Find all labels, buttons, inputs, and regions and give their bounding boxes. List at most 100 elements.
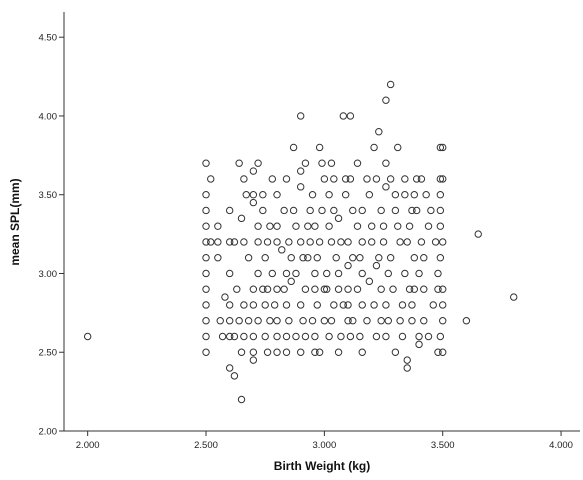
data-point — [422, 191, 430, 199]
data-point — [207, 175, 215, 183]
data-point — [304, 254, 312, 262]
data-point — [436, 206, 445, 215]
data-point — [344, 301, 352, 309]
data-point — [299, 317, 307, 325]
data-point — [237, 348, 246, 356]
data-point — [384, 269, 392, 278]
data-point — [202, 222, 210, 230]
y-tick-label: 4.50 — [39, 33, 58, 44]
data-point — [320, 285, 329, 293]
data-point — [391, 348, 400, 356]
data-point — [289, 206, 298, 215]
data-point — [330, 206, 338, 215]
data-point — [280, 285, 288, 293]
data-point — [379, 238, 388, 246]
data-point — [410, 285, 419, 293]
data-point — [372, 175, 381, 183]
data-point — [301, 285, 310, 293]
data-point — [349, 317, 357, 325]
data-point — [372, 332, 381, 341]
data-point — [356, 254, 364, 262]
data-point — [240, 332, 248, 341]
data-point — [408, 206, 416, 215]
data-point — [334, 285, 343, 293]
data-point — [233, 285, 241, 293]
data-point — [439, 143, 447, 152]
data-point — [386, 175, 395, 183]
data-point — [436, 222, 445, 230]
data-point — [292, 332, 300, 341]
data-point — [429, 301, 437, 309]
data-point — [358, 348, 366, 356]
data-point — [282, 175, 291, 183]
data-point — [370, 143, 378, 152]
data-point — [225, 332, 234, 341]
data-point — [221, 293, 229, 301]
data-point — [240, 238, 248, 246]
data-point — [259, 206, 267, 215]
data-point — [259, 191, 267, 199]
data-point — [382, 96, 390, 104]
data-point — [412, 175, 421, 183]
data-point — [225, 269, 234, 278]
data-point — [306, 206, 314, 215]
data-point — [237, 395, 246, 404]
data-point — [358, 206, 366, 215]
data-point — [386, 254, 395, 262]
data-point — [417, 175, 426, 183]
data-point — [301, 159, 310, 167]
data-point — [254, 222, 262, 230]
data-point — [439, 175, 447, 183]
data-point — [268, 269, 276, 278]
data-point — [254, 159, 262, 167]
data-point — [315, 238, 324, 246]
data-point — [249, 356, 258, 364]
y-tick-label: 3.00 — [39, 269, 58, 280]
data-point — [289, 143, 298, 152]
data-point — [261, 301, 269, 309]
data-point — [202, 332, 210, 341]
data-point — [280, 206, 288, 215]
data-point — [242, 191, 250, 199]
data-point — [341, 191, 350, 199]
data-point — [311, 269, 319, 278]
data-point — [353, 285, 362, 293]
data-point — [278, 246, 286, 254]
data-point — [299, 254, 307, 262]
data-point — [249, 167, 258, 175]
data-point — [270, 301, 279, 309]
data-point — [349, 254, 357, 262]
data-point — [334, 269, 343, 278]
data-point — [462, 317, 471, 325]
data-point — [218, 332, 227, 341]
data-point — [410, 191, 419, 199]
x-axis-ticks: 2.000 2.500 3.000 3.500 4.000 — [76, 431, 573, 451]
data-point — [412, 206, 421, 215]
data-point — [306, 238, 314, 246]
data-point — [375, 128, 383, 136]
data-point — [254, 269, 262, 278]
data-point — [311, 285, 319, 293]
data-point — [225, 364, 234, 372]
data-point — [353, 222, 362, 230]
data-point — [436, 175, 445, 183]
data-point — [292, 222, 300, 230]
data-point — [225, 301, 234, 309]
data-point — [315, 143, 324, 152]
data-point — [235, 317, 243, 325]
data-point — [401, 191, 409, 199]
data-point — [214, 238, 222, 246]
data-point — [323, 285, 331, 293]
data-point — [431, 238, 440, 246]
data-point — [363, 317, 371, 325]
data-point — [266, 317, 274, 325]
data-point — [415, 340, 423, 349]
data-point — [266, 222, 274, 230]
data-point — [202, 348, 210, 356]
data-point — [344, 238, 352, 246]
x-tick-label: 2.500 — [194, 440, 218, 451]
data-point — [334, 214, 343, 223]
data-point — [325, 191, 333, 199]
data-point — [273, 317, 281, 325]
